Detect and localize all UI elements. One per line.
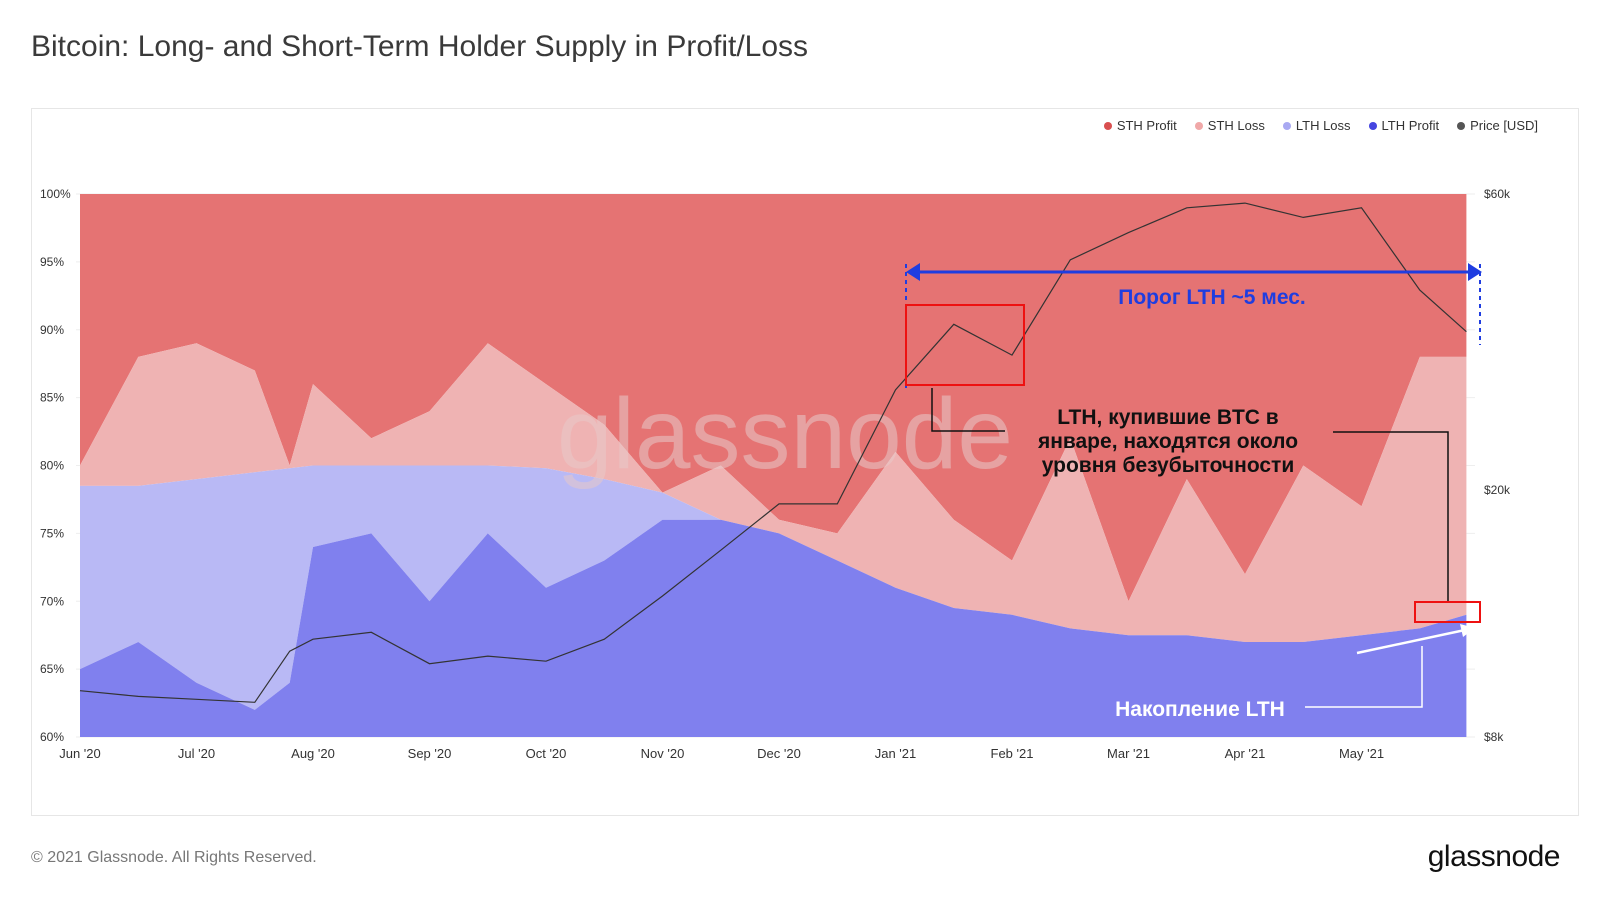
- area-lth-loss: [80, 465, 1467, 710]
- y2-tick-label: $20k: [1484, 483, 1511, 497]
- x-tick-label: Oct '20: [526, 746, 567, 761]
- x-tick-label: Jun '20: [59, 746, 101, 761]
- legend-item-lth-loss[interactable]: LTH Loss: [1282, 118, 1351, 133]
- glassnode-logo: glassnode: [1427, 840, 1561, 873]
- area-sth-loss: [80, 343, 1467, 642]
- area-lth-profit: [80, 519, 1467, 737]
- y-tick-label: 80%: [40, 459, 64, 473]
- legend-label: STH Loss: [1207, 118, 1265, 133]
- accumulation-arrow-head: [1460, 624, 1475, 637]
- legend-label: Price [USD]: [1470, 118, 1538, 133]
- legend-dot-icon: [1457, 121, 1466, 130]
- x-tick-label: Dec '20: [757, 746, 801, 761]
- legend-label: LTH Loss: [1295, 118, 1351, 133]
- x-tick-label: Sep '20: [408, 746, 452, 761]
- y-tick-label: 60%: [40, 730, 64, 744]
- legend-label: STH Profit: [1116, 118, 1177, 133]
- chart-title: Bitcoin: Long- and Short-Term Holder Sup…: [31, 30, 809, 63]
- x-tick-label: Mar '21: [1107, 746, 1150, 761]
- footer-copyright: © 2021 Glassnode. All Rights Reserved.: [31, 849, 317, 866]
- x-tick-label: May '21: [1339, 746, 1384, 761]
- watermark: glassnode: [557, 378, 1013, 490]
- threshold-arrow-left-head: [906, 263, 920, 281]
- area-sth-profit: [80, 194, 1467, 602]
- breakeven-line-3: уровня безубыточности: [1042, 454, 1295, 477]
- recent-box: [1414, 601, 1481, 623]
- legend-dot-icon: [1194, 121, 1203, 130]
- legend-item-price[interactable]: Price [USD]: [1457, 118, 1538, 133]
- legend-label: LTH Profit: [1381, 118, 1440, 133]
- legend-dot-icon: [1103, 121, 1112, 130]
- price-line: [79, 202, 1467, 703]
- x-tick-label: Jul '20: [178, 746, 215, 761]
- annotations: Порог LTH ~5 мес. LTH, купившие BTC в ян…: [905, 263, 1482, 721]
- january-box: [905, 304, 1025, 386]
- axes: 60% 65% 70% 75% 80% 85% 90% 95% 100% $8k $20k $60k J…: [40, 187, 1511, 761]
- accumulation-arrow: [1356, 628, 1466, 655]
- area-series: [80, 194, 1467, 737]
- legend-dot-icon: [1282, 121, 1291, 130]
- threshold-arrow-right-head: [1468, 263, 1482, 281]
- legend: STH Profit STH Loss LTH Loss LTH Profit …: [1103, 118, 1538, 133]
- x-tick-label: Nov '20: [641, 746, 685, 761]
- y-tick-label: 95%: [40, 255, 64, 269]
- accumulation-label: Накопление LTH: [1115, 698, 1285, 721]
- legend-dot-icon: [1368, 121, 1377, 130]
- price-series-line: [79, 202, 1467, 703]
- y-tick-label: 65%: [40, 662, 64, 676]
- chart-panel: [31, 108, 1579, 816]
- breakeven-connector: [1333, 431, 1449, 601]
- y-tick-label: 70%: [40, 594, 64, 608]
- accumulation-connector: [1305, 646, 1423, 708]
- y-tick-label: 75%: [40, 526, 64, 540]
- y-tick-label: 100%: [40, 187, 71, 201]
- x-tick-label: Apr '21: [1225, 746, 1266, 761]
- january-connector: [931, 388, 1005, 432]
- legend-item-lth-profit[interactable]: LTH Profit: [1368, 118, 1440, 133]
- legend-item-sth-loss[interactable]: STH Loss: [1194, 118, 1265, 133]
- x-tick-label: Aug '20: [291, 746, 335, 761]
- y2-tick-label: $60k: [1484, 187, 1511, 201]
- breakeven-line-1: LTH, купившие BTC в: [1057, 406, 1279, 429]
- legend-item-sth-profit[interactable]: STH Profit: [1103, 118, 1177, 133]
- x-tick-label: Jan '21: [875, 746, 917, 761]
- breakeven-line-2: январе, находятся около: [1037, 430, 1298, 453]
- y-tick-label: 90%: [40, 323, 64, 337]
- threshold-label: Порог LTH ~5 мес.: [1118, 286, 1305, 309]
- y-tick-label: 85%: [40, 391, 64, 405]
- x-tick-label: Feb '21: [991, 746, 1034, 761]
- y2-tick-label: $8k: [1484, 730, 1504, 744]
